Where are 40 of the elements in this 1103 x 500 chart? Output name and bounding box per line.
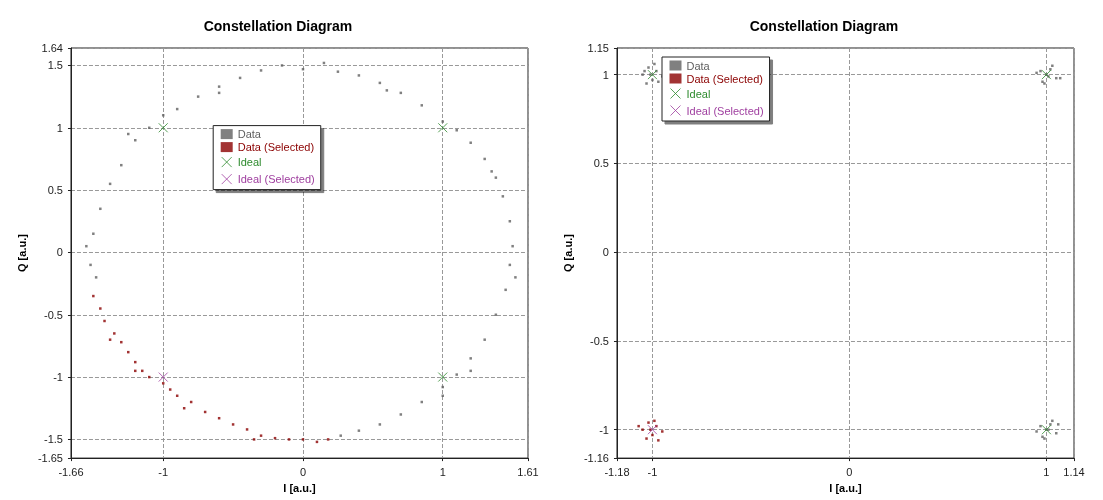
y-tick-label: -1.65 [37, 452, 63, 465]
legend-label: Ideal [237, 156, 262, 169]
y-tick-label: 1.64 [41, 42, 63, 54]
x-tick-label: 1.61 [517, 465, 539, 478]
y-tick-label: 1 [56, 121, 63, 134]
y-axis-title: Q [a.u.] [15, 233, 28, 272]
x-tick-label: -1.18 [604, 465, 630, 478]
legend-label: Ideal [686, 87, 711, 100]
x-tick-label: 1 [1043, 465, 1050, 478]
y-tick-label: -1 [53, 371, 63, 384]
y-tick-label: 1 [602, 68, 609, 81]
y-tick-label: -0.5 [44, 308, 63, 321]
legend-label: Ideal (Selected) [237, 173, 315, 186]
y-tick-label: -1.5 [44, 433, 63, 446]
x-tick-label: -1.66 [58, 465, 84, 478]
y-tick-label: 0.5 [593, 157, 609, 170]
x-axis-title: I [a.u.] [283, 481, 317, 494]
x-tick-label: 0 [299, 465, 307, 478]
chart-title: Constellation Diagram [203, 18, 353, 34]
y-axis-title: Q [a.u.] [561, 233, 574, 272]
legend-label: Ideal (Selected) [686, 104, 764, 117]
x-axis-title: I [a.u.] [829, 481, 863, 494]
y-tick-label: 1.5 [47, 59, 63, 72]
y-tick-label: -0.5 [590, 334, 609, 347]
y-tick-label: -1 [599, 423, 609, 436]
y-tick-label: -1.16 [583, 452, 609, 465]
y-tick-label: 0.5 [47, 184, 63, 197]
legend-label: Data [237, 128, 262, 141]
legend-label: Data [686, 59, 711, 72]
x-tick-label: -1 [158, 465, 169, 478]
chart-title: Constellation Diagram [749, 18, 899, 34]
x-tick-label: 1 [439, 465, 446, 478]
y-tick-label: 0 [602, 246, 609, 259]
x-tick-label: 0 [846, 465, 853, 478]
x-tick-label: -1 [647, 465, 658, 478]
y-tick-label: 1.15 [587, 42, 609, 54]
y-tick-label: 0 [56, 246, 63, 259]
x-tick-label: 1.14 [1063, 465, 1085, 478]
legend-label: Data (Selected) [237, 141, 315, 154]
legend-label: Data (Selected) [686, 72, 763, 85]
